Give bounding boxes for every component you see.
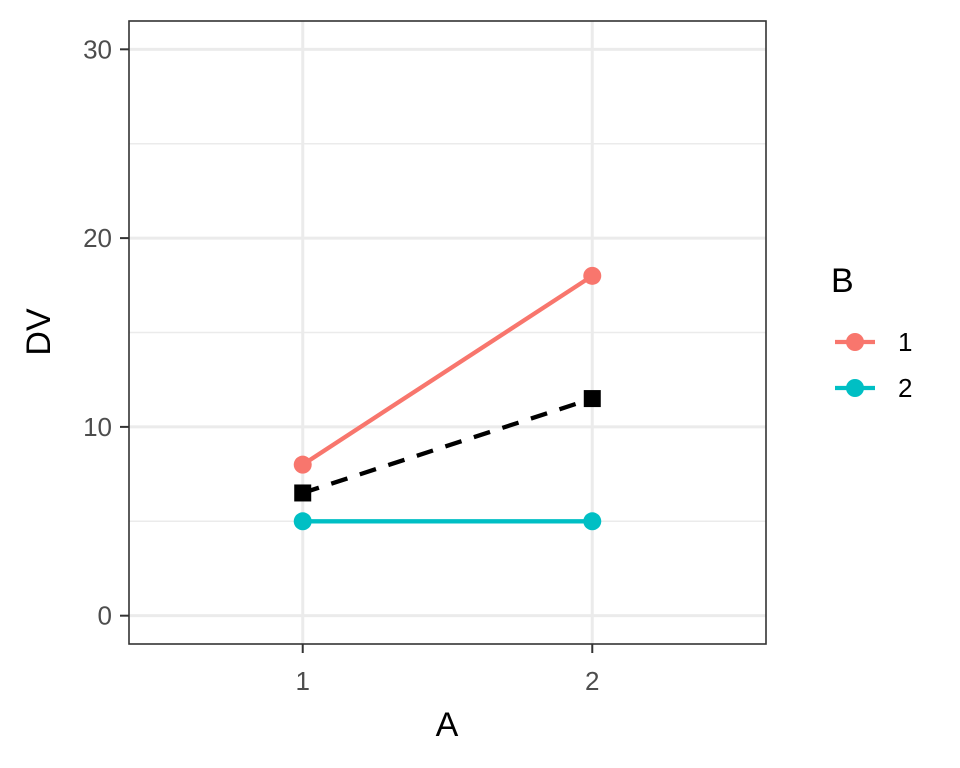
legend-label-1: 1 [898, 327, 912, 357]
mean-point [583, 390, 601, 408]
x-tick-label: 1 [295, 666, 309, 696]
panel-border [128, 20, 767, 645]
legend: B 1 2 [831, 262, 912, 403]
y-tick-label: 0 [98, 601, 112, 631]
gridlines [129, 21, 766, 644]
legend-label-2: 2 [898, 373, 912, 403]
mean-point [294, 484, 312, 502]
series-point-2 [293, 512, 312, 531]
axes: 0 10 20 30 1 2 [83, 34, 599, 696]
series-point-1 [583, 266, 602, 285]
legend-key-point-1 [846, 333, 864, 351]
series-layer [293, 266, 602, 531]
x-axis-title: A [436, 706, 459, 744]
y-tick-label: 10 [83, 412, 112, 442]
x-tick-label: 2 [585, 666, 599, 696]
series-point-1 [293, 455, 312, 474]
y-axis-title: DV [20, 308, 58, 356]
legend-key-point-2 [846, 379, 864, 397]
legend-title: B [831, 262, 854, 300]
series-line-1 [301, 274, 594, 467]
series-point-2 [583, 512, 602, 531]
y-tick-label: 30 [83, 34, 112, 64]
mean-line [302, 396, 593, 496]
y-tick-label: 20 [83, 223, 112, 253]
